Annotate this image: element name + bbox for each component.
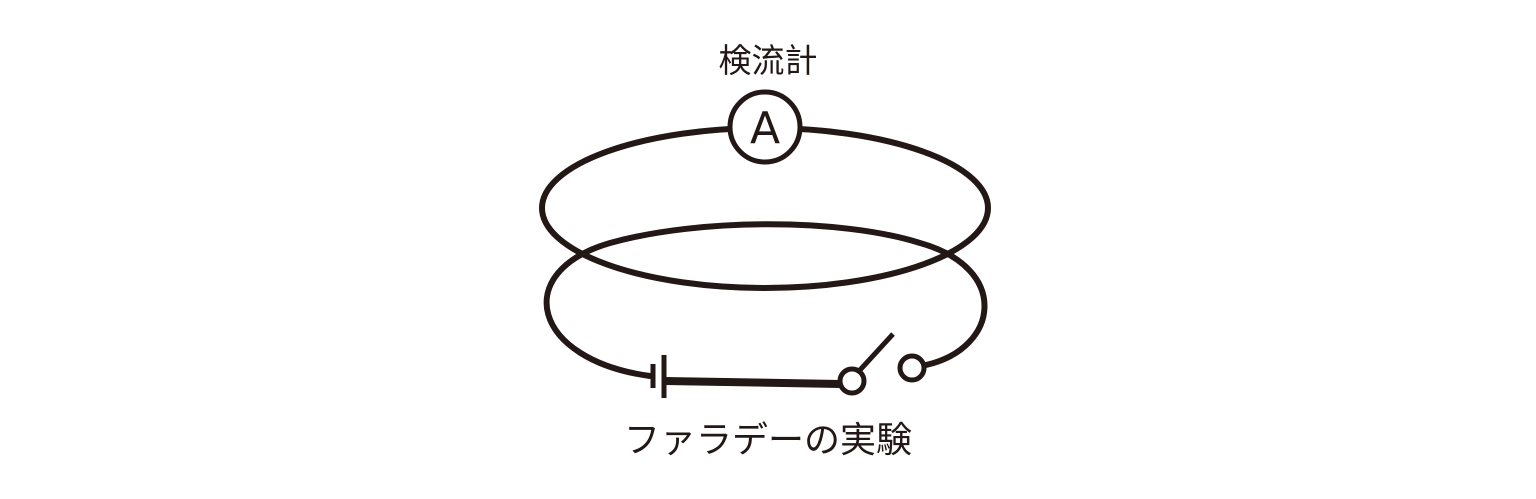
switch-contact-terminal — [897, 353, 927, 383]
galvanometer-symbol: A — [750, 103, 780, 154]
battery-cell — [650, 355, 667, 398]
battery-to-switch-wire — [664, 377, 841, 388]
switch-pivot-terminal — [837, 366, 867, 396]
galvanometer-circle — [727, 89, 803, 165]
switch — [837, 332, 927, 396]
galvanometer-label: 検流計 — [718, 41, 818, 80]
lower-coil — [543, 221, 988, 379]
galvanometer: A — [727, 89, 803, 165]
switch-lever — [858, 332, 895, 372]
diagram-caption: ファラデーの実験 — [623, 420, 912, 461]
